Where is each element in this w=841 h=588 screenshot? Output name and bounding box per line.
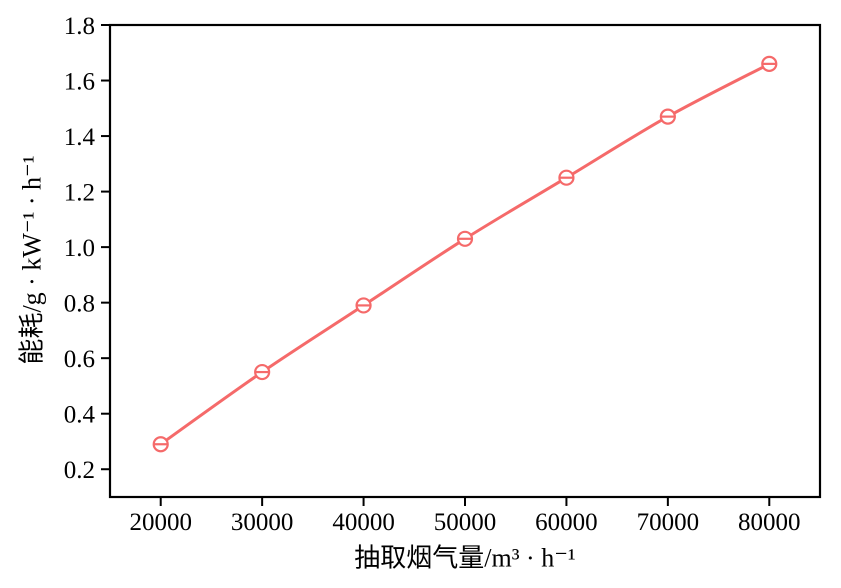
y-tick-label: 1.6: [64, 69, 95, 96]
x-tick-label: 50000: [434, 509, 497, 536]
y-tick-label: 0.6: [64, 346, 95, 373]
y-tick-label: 0.8: [64, 291, 95, 318]
data-point-marker: [456, 230, 474, 247]
data-point-marker: [355, 297, 372, 314]
data-point-marker: [152, 436, 169, 453]
x-tick-label: 70000: [637, 509, 700, 536]
y-tick-label: 0.2: [64, 457, 95, 484]
x-tick-label: 60000: [535, 509, 598, 536]
x-tick-label: 40000: [332, 509, 395, 536]
y-tick-label: 1.2: [64, 180, 95, 207]
data-point-marker: [659, 108, 676, 125]
y-tick-label: 0.4: [64, 402, 96, 429]
data-line: [159, 62, 771, 446]
data-point-marker: [254, 363, 271, 381]
x-tick-label: 20000: [129, 509, 192, 536]
y-tick-label: 1.8: [64, 13, 95, 40]
plot-border: [108, 23, 822, 499]
data-point-marker: [761, 55, 778, 72]
y-tick-label: 1.4: [64, 124, 96, 151]
data-point-marker: [558, 169, 575, 186]
y-tick-label: 1.0: [64, 235, 95, 262]
x-tick-label: 30000: [231, 509, 294, 536]
y-axis-label: 能耗/g · kW⁻¹ · h⁻¹: [17, 155, 47, 365]
x-axis-label: 抽取烟气量/m³ · h⁻¹: [354, 543, 576, 573]
x-tick-label: 80000: [738, 509, 801, 536]
